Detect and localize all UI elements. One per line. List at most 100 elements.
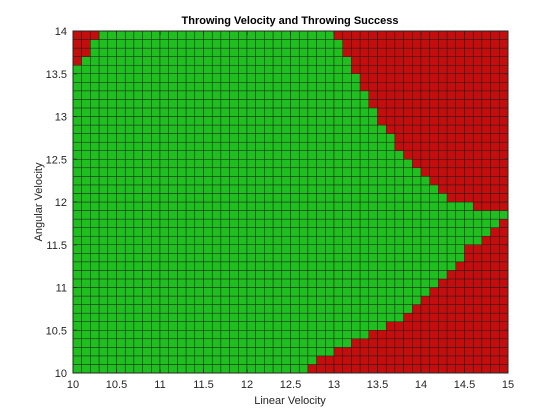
success-cell xyxy=(159,90,169,100)
success-cell xyxy=(342,304,352,314)
success-cell xyxy=(107,210,117,220)
failure-cell xyxy=(499,355,509,365)
success-cell xyxy=(255,176,265,186)
success-cell xyxy=(211,116,222,126)
success-cell xyxy=(142,64,152,74)
success-cell xyxy=(98,116,109,126)
success-cell xyxy=(290,159,300,169)
success-cell xyxy=(185,347,196,357)
success-cell xyxy=(151,73,161,83)
success-cell xyxy=(238,210,248,220)
success-cell xyxy=(203,150,213,160)
failure-cell xyxy=(359,364,370,374)
success-cell xyxy=(185,64,196,74)
success-cell xyxy=(394,278,404,288)
failure-cell xyxy=(455,124,465,134)
failure-cell xyxy=(464,150,474,160)
failure-cell xyxy=(359,73,370,83)
success-cell xyxy=(499,210,509,220)
failure-cell xyxy=(429,64,439,74)
success-cell xyxy=(177,244,187,254)
success-cell xyxy=(281,141,291,151)
success-cell xyxy=(255,193,265,203)
success-cell xyxy=(464,201,474,211)
success-cell xyxy=(316,82,326,92)
failure-cell xyxy=(472,304,483,314)
failure-cell xyxy=(429,56,439,66)
success-cell xyxy=(246,141,256,151)
failure-cell xyxy=(72,56,82,66)
success-cell xyxy=(385,184,396,194)
success-cell xyxy=(72,82,82,92)
success-cell xyxy=(194,193,204,203)
success-cell xyxy=(107,30,117,40)
success-cell xyxy=(377,193,387,203)
success-cell xyxy=(142,330,152,340)
success-cell xyxy=(211,39,222,49)
success-cell xyxy=(229,210,239,220)
success-cell xyxy=(446,201,457,211)
success-cell xyxy=(116,176,126,186)
failure-cell xyxy=(403,338,413,348)
success-cell xyxy=(307,201,317,211)
success-cell xyxy=(238,90,248,100)
success-cell xyxy=(133,176,143,186)
failure-cell xyxy=(368,56,378,66)
success-cell xyxy=(107,312,117,322)
success-cell xyxy=(229,39,239,49)
failure-cell xyxy=(481,124,491,134)
success-cell xyxy=(177,90,187,100)
success-cell xyxy=(72,364,82,374)
failure-cell xyxy=(499,253,509,263)
success-cell xyxy=(211,338,222,348)
success-cell xyxy=(211,321,222,331)
success-cell xyxy=(281,133,291,143)
success-cell xyxy=(316,244,326,254)
success-cell xyxy=(412,227,422,237)
success-cell xyxy=(325,270,335,280)
success-cell xyxy=(177,261,187,271)
success-cell xyxy=(246,312,256,322)
success-cell xyxy=(133,321,143,331)
success-cell xyxy=(133,355,143,365)
success-cell xyxy=(368,287,378,297)
success-cell xyxy=(142,133,152,143)
success-cell xyxy=(116,244,126,254)
success-cell xyxy=(159,287,169,297)
success-cell xyxy=(116,227,126,237)
failure-cell xyxy=(464,244,474,254)
failure-cell xyxy=(351,364,361,374)
success-cell xyxy=(177,347,187,357)
success-cell xyxy=(185,304,196,314)
failure-cell xyxy=(446,99,457,109)
failure-cell xyxy=(438,364,448,374)
success-cell xyxy=(168,201,178,211)
success-cell xyxy=(98,295,109,305)
y-tick-label: 10.5 xyxy=(46,325,67,337)
success-cell xyxy=(264,253,274,263)
success-cell xyxy=(159,347,169,357)
success-cell xyxy=(316,56,326,66)
success-cell xyxy=(298,124,309,134)
success-cell xyxy=(429,210,439,220)
failure-cell xyxy=(438,30,448,40)
failure-cell xyxy=(403,133,413,143)
success-cell xyxy=(220,312,230,322)
failure-cell xyxy=(438,90,448,100)
success-cell xyxy=(298,304,309,314)
success-cell xyxy=(203,355,213,365)
failure-cell xyxy=(351,39,361,49)
success-cell xyxy=(238,107,248,117)
failure-cell xyxy=(455,141,465,151)
failure-cell xyxy=(377,47,387,57)
success-cell xyxy=(107,270,117,280)
failure-cell xyxy=(403,150,413,160)
success-cell xyxy=(124,364,135,374)
success-cell xyxy=(185,261,196,271)
success-cell xyxy=(351,210,361,220)
failure-cell xyxy=(446,304,457,314)
success-cell xyxy=(264,73,274,83)
success-cell xyxy=(116,270,126,280)
success-cell xyxy=(185,107,196,117)
success-cell xyxy=(159,56,169,66)
